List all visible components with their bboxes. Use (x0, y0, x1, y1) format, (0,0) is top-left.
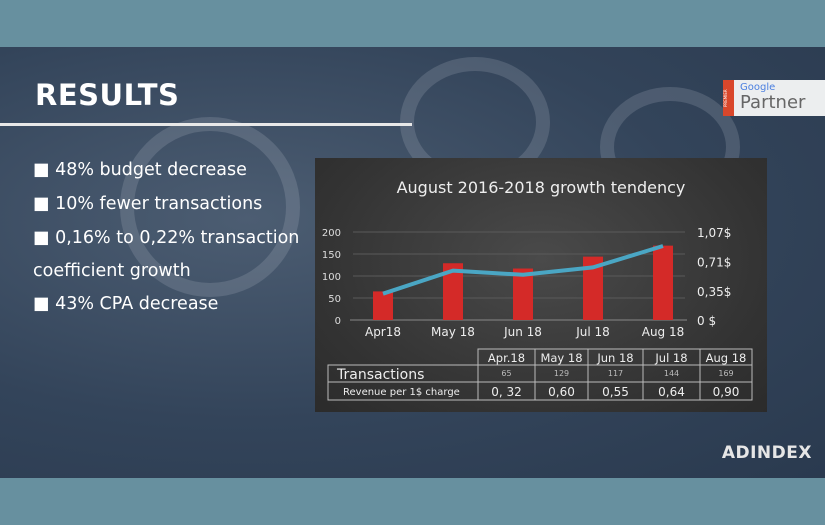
table-header: May 18 (540, 351, 582, 365)
bullet-item: ■ 43% CPA decrease (33, 294, 219, 314)
title-divider (0, 123, 412, 126)
table-cell: 117 (608, 369, 623, 378)
table-cell: 0,60 (548, 385, 575, 399)
chart-svg: 0 50 100 150 200 0 $ 0,35$ 0,71$ 1,07$ Apr18 May 1… (322, 226, 753, 401)
right-axis-tick: 0 $ (697, 314, 716, 328)
left-axis-tick: 100 (322, 272, 341, 283)
x-axis-label: Jun 18 (503, 325, 542, 339)
x-axis-label: May 18 (431, 325, 475, 339)
table-cell: 0,64 (658, 385, 685, 399)
table-header: Jul 18 (654, 351, 687, 365)
table-row-label: Revenue per 1$ charge (343, 387, 460, 398)
bullet-item: coefficient growth (33, 261, 191, 281)
brand-logo: ADINDEX (721, 443, 812, 463)
table-cell: 0,90 (713, 385, 740, 399)
x-axis-label: Jul 18 (575, 325, 610, 339)
bullet-item: ■ 0,16% to 0,22% transaction (33, 228, 300, 248)
partner-text: Partner (740, 92, 806, 113)
bar-Jul 18 (583, 256, 603, 320)
table-cell: 65 (501, 369, 511, 378)
table-cell: 0,55 (602, 385, 629, 399)
left-axis-tick: 50 (328, 294, 341, 305)
bottom-band (0, 478, 825, 525)
left-axis-tick: 200 (322, 228, 341, 239)
premier-strip: PREMIER (723, 80, 734, 116)
table-row-label: Transactions (336, 367, 424, 383)
top-band (0, 0, 825, 47)
google-logo-text: Google (740, 82, 776, 93)
table-cell: 144 (664, 369, 679, 378)
left-axis-tick: 0 (335, 316, 341, 327)
slide-title: RESULTS (35, 78, 180, 112)
google-partner-badge: PREMIER Google Partner (723, 80, 825, 116)
table-cell: 0, 32 (491, 385, 522, 399)
chart-title: August 2016-2018 growth tendency (396, 178, 686, 197)
left-axis-tick: 150 (322, 250, 341, 261)
chart-panel: August 2016-2018 growth tendency 0 50 100 1… (315, 158, 767, 412)
table-header: Apr.18 (488, 351, 525, 365)
table-header: Jun 18 (596, 351, 633, 365)
x-axis-label: Apr18 (365, 325, 401, 339)
bullet-item: ■ 10% fewer transactions (33, 194, 263, 214)
table-cell: 169 (718, 369, 733, 378)
bar-Aug 18 (653, 245, 673, 320)
bar-Jun 18 (513, 268, 533, 320)
table-cell: 129 (554, 369, 569, 378)
x-axis-label: Aug 18 (642, 325, 685, 339)
bar-May 18 (443, 263, 463, 320)
bullet-item: ■ 48% budget decrease (33, 160, 247, 180)
right-axis-tick: 0,71$ (697, 256, 731, 270)
right-axis-tick: 0,35$ (697, 285, 731, 299)
bar-Apr18 (373, 291, 393, 320)
right-axis-tick: 1,07$ (697, 226, 731, 240)
table-header: Aug 18 (706, 351, 747, 365)
revenue-line (382, 244, 664, 296)
